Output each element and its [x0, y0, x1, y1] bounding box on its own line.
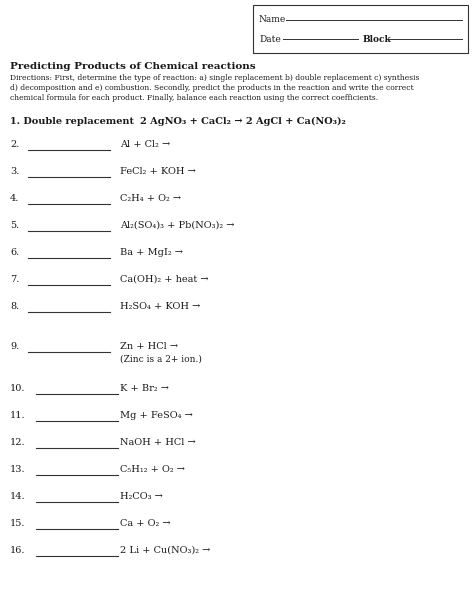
- Text: 13.: 13.: [10, 465, 26, 474]
- Text: 7.: 7.: [10, 275, 19, 284]
- Text: 4.: 4.: [10, 194, 19, 203]
- Text: 2 Li + Cu(NO₃)₂ →: 2 Li + Cu(NO₃)₂ →: [120, 546, 210, 555]
- Text: NaOH + HCl →: NaOH + HCl →: [120, 438, 196, 447]
- Text: Directions: First, determine the type of reaction: a) single replacement b) doub: Directions: First, determine the type of…: [10, 74, 419, 102]
- Text: 9.: 9.: [10, 342, 19, 351]
- Text: H₂CO₃ →: H₂CO₃ →: [120, 492, 163, 501]
- Text: C₂H₄ + O₂ →: C₂H₄ + O₂ →: [120, 194, 181, 203]
- Text: 1. Double replacement: 1. Double replacement: [10, 117, 134, 126]
- Text: 12.: 12.: [10, 438, 26, 447]
- Text: Al + Cl₂ →: Al + Cl₂ →: [120, 140, 170, 149]
- Text: 16.: 16.: [10, 546, 26, 555]
- Text: 11.: 11.: [10, 411, 26, 420]
- Text: Ba + MgI₂ →: Ba + MgI₂ →: [120, 248, 183, 257]
- Text: 5.: 5.: [10, 221, 19, 230]
- Text: Name: Name: [259, 15, 286, 25]
- Text: FeCl₂ + KOH →: FeCl₂ + KOH →: [120, 167, 196, 176]
- Text: Mg + FeSO₄ →: Mg + FeSO₄ →: [120, 411, 193, 420]
- Text: Ca(OH)₂ + heat →: Ca(OH)₂ + heat →: [120, 275, 209, 284]
- Text: Date: Date: [259, 34, 281, 44]
- Text: (Zinc is a 2+ ion.): (Zinc is a 2+ ion.): [120, 355, 202, 364]
- Text: 14.: 14.: [10, 492, 26, 501]
- Text: Block: Block: [363, 34, 392, 44]
- Text: K + Br₂ →: K + Br₂ →: [120, 384, 169, 393]
- Text: 6.: 6.: [10, 248, 19, 257]
- Text: 3.: 3.: [10, 167, 19, 176]
- Bar: [253, 5, 468, 53]
- Text: C₅H₁₂ + O₂ →: C₅H₁₂ + O₂ →: [120, 465, 185, 474]
- Text: H₂SO₄ + KOH →: H₂SO₄ + KOH →: [120, 302, 200, 311]
- Text: 10.: 10.: [10, 384, 26, 393]
- Text: Al₂(SO₄)₃ + Pb(NO₃)₂ →: Al₂(SO₄)₃ + Pb(NO₃)₂ →: [120, 221, 234, 230]
- Text: Ca + O₂ →: Ca + O₂ →: [120, 519, 171, 528]
- Text: Predicting Products of Chemical reactions: Predicting Products of Chemical reaction…: [10, 62, 255, 71]
- Text: 2.: 2.: [10, 140, 19, 149]
- Text: 15.: 15.: [10, 519, 26, 528]
- Text: 2 AgNO₃ + CaCl₂ → 2 AgCl + Ca(NO₃)₂: 2 AgNO₃ + CaCl₂ → 2 AgCl + Ca(NO₃)₂: [140, 117, 346, 126]
- Text: Zn + HCl →: Zn + HCl →: [120, 342, 178, 351]
- Text: 8.: 8.: [10, 302, 19, 311]
